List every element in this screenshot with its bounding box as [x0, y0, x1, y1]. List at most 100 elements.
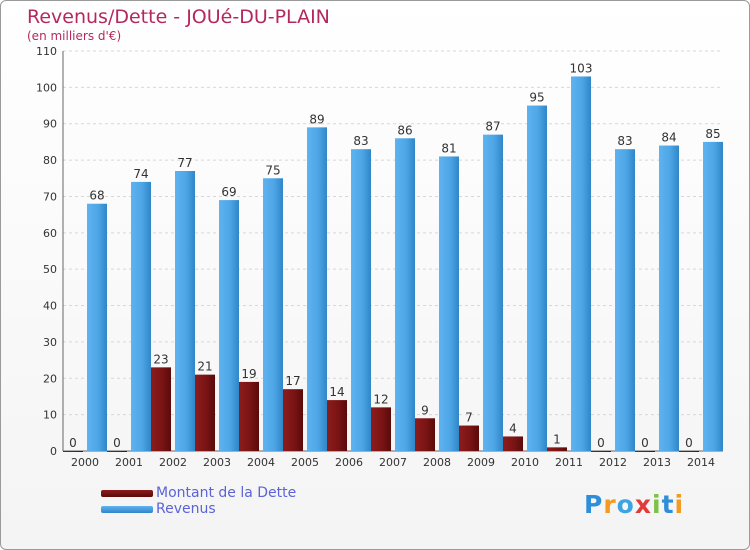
grid	[62, 50, 723, 452]
y-tick-label: 20	[43, 372, 57, 385]
y-tick-label: 50	[43, 263, 57, 276]
logo-letter: i	[652, 490, 662, 519]
logo-letter: P	[584, 490, 604, 519]
bar-revenue	[351, 149, 371, 451]
data-label-debt: 23	[153, 352, 168, 366]
data-label-revenue: 69	[221, 185, 236, 199]
y-tick-label: 40	[43, 300, 57, 313]
data-label-debt: 12	[373, 392, 388, 406]
bar-revenue	[439, 156, 459, 452]
y-tick-label: 80	[43, 154, 57, 167]
x-tick-label: 2010	[511, 456, 539, 469]
bar-debt	[679, 451, 699, 452]
legend-label-revenue: Revenus	[156, 501, 216, 517]
bar-revenue	[307, 127, 327, 451]
data-label-debt: 0	[685, 436, 693, 450]
bar-revenue	[659, 145, 679, 451]
bar-revenue	[131, 181, 151, 451]
data-label-debt: 0	[597, 436, 605, 450]
legend-swatch-revenue	[101, 506, 153, 513]
bar-debt	[151, 367, 171, 451]
bar-revenue	[527, 105, 547, 451]
x-tick-label: 2013	[643, 456, 671, 469]
data-label-debt: 4	[509, 421, 517, 435]
labels: 0102030405060708090100110068200007420012…	[36, 45, 721, 469]
x-tick-label: 2002	[159, 456, 187, 469]
chart-title: Revenus/Dette - JOUé-DU-PLAIN	[27, 6, 330, 28]
data-label-revenue: 83	[617, 134, 632, 148]
bar-revenue	[175, 171, 195, 451]
bar-debt	[371, 407, 391, 451]
y-tick-label: 30	[43, 336, 57, 349]
logo-letter: r	[603, 490, 617, 519]
bar-revenue	[483, 134, 503, 452]
bar-debt	[547, 447, 567, 451]
data-label-debt: 21	[197, 360, 212, 374]
x-tick-label: 2012	[599, 456, 627, 469]
bar-debt	[459, 425, 479, 451]
x-tick-label: 2011	[555, 456, 583, 469]
bar-debt	[195, 374, 215, 451]
x-tick-label: 2008	[423, 456, 451, 469]
bar-debt	[239, 381, 259, 451]
x-tick-label: 2001	[115, 456, 143, 469]
bar-revenue	[615, 149, 635, 451]
data-label-debt: 9	[421, 403, 429, 417]
bar-debt	[635, 451, 655, 452]
x-tick-label: 2000	[71, 456, 99, 469]
chart-subtitle: (en milliers d'€)	[27, 29, 122, 43]
data-label-revenue: 95	[529, 91, 544, 105]
y-tick-label: 60	[43, 227, 57, 240]
x-tick-label: 2003	[203, 456, 231, 469]
data-label-debt: 17	[285, 374, 300, 388]
data-label-revenue: 89	[309, 112, 324, 126]
logo-letter: x	[634, 490, 652, 519]
data-label-revenue: 75	[265, 163, 280, 177]
bar-debt	[63, 451, 83, 452]
data-label-debt: 1	[553, 432, 561, 446]
x-tick-label: 2006	[335, 456, 363, 469]
bar-revenue	[571, 76, 591, 452]
y-tick-label: 110	[36, 45, 57, 58]
bar-debt	[591, 451, 611, 452]
data-label-debt: 0	[113, 436, 121, 450]
data-label-revenue: 83	[353, 134, 368, 148]
logo-letter: t	[661, 490, 675, 519]
y-tick-label: 70	[43, 190, 57, 203]
bar-revenue	[395, 138, 415, 452]
bar-revenue	[219, 200, 239, 451]
data-label-debt: 0	[641, 436, 649, 450]
logo-letter: i	[674, 490, 685, 519]
data-label-debt: 7	[465, 411, 473, 425]
data-label-debt: 19	[241, 367, 256, 381]
y-tick-label: 0	[50, 445, 57, 458]
data-label-revenue: 84	[661, 131, 676, 145]
bar-debt	[283, 389, 303, 451]
x-tick-label: 2004	[247, 456, 275, 469]
data-label-debt: 0	[69, 436, 77, 450]
x-tick-label: 2007	[379, 456, 407, 469]
data-label-revenue: 103	[570, 61, 593, 75]
legend-swatch-debt	[101, 490, 153, 497]
data-label-revenue: 87	[485, 120, 500, 134]
data-label-debt: 14	[329, 385, 344, 399]
logo-letter: o	[616, 490, 635, 519]
proxiti-logo: Proxiti	[584, 490, 684, 519]
data-label-revenue: 74	[133, 167, 148, 181]
bar-debt	[503, 436, 523, 451]
data-label-revenue: 77	[177, 156, 192, 170]
x-tick-label: 2014	[687, 456, 715, 469]
bar-revenue	[263, 178, 283, 452]
x-tick-label: 2009	[467, 456, 495, 469]
y-tick-label: 10	[43, 409, 57, 422]
legend-label-debt: Montant de la Dette	[156, 485, 297, 501]
bar-debt	[107, 451, 127, 452]
y-tick-label: 90	[43, 118, 57, 131]
data-label-revenue: 85	[705, 127, 720, 141]
data-label-revenue: 86	[397, 123, 412, 137]
bar-revenue	[87, 203, 107, 451]
bar-revenue	[703, 141, 723, 451]
y-tick-label: 100	[36, 81, 57, 94]
